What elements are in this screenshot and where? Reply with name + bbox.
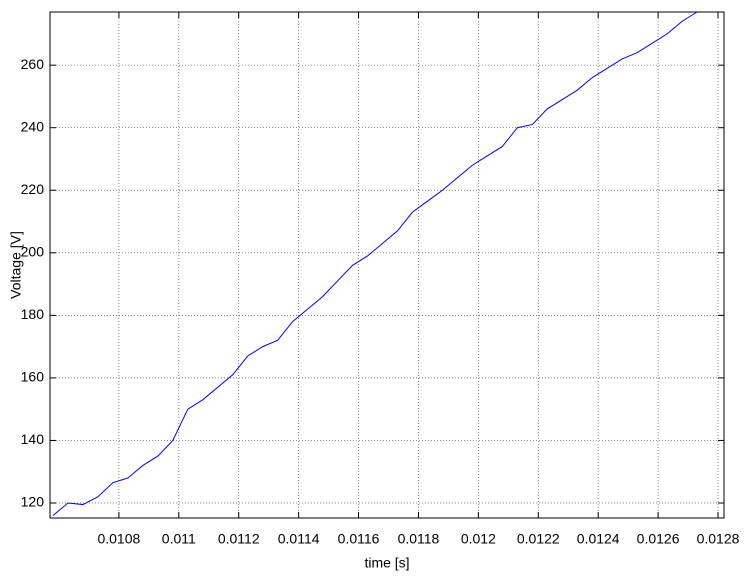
x-axis-label: time [s] — [364, 555, 409, 571]
x-tick-label: 0.0116 — [338, 531, 380, 547]
y-axis-label: Voltage [V] — [8, 231, 24, 299]
x-tick-label: 0.0118 — [398, 531, 440, 547]
x-tick-label: 0.011 — [162, 531, 196, 547]
x-tick-label: 0.0122 — [517, 531, 560, 547]
x-tick-label: 0.0126 — [637, 531, 680, 547]
y-tick-label: 240 — [21, 118, 45, 134]
y-tick-label: 260 — [21, 56, 45, 72]
y-tick-label: 220 — [21, 181, 45, 197]
x-tick-label: 0.0108 — [97, 531, 140, 547]
x-tick-label: 0.0114 — [278, 531, 320, 547]
y-tick-label: 140 — [21, 431, 45, 447]
x-tick-label: 0.0128 — [697, 531, 740, 547]
y-tick-label: 200 — [21, 244, 45, 260]
y-tick-label: 160 — [21, 369, 45, 385]
plot-area — [49, 11, 725, 519]
x-tick-label: 0.0112 — [218, 531, 260, 547]
x-tick-label: 0.0124 — [577, 531, 620, 547]
y-tick-label: 120 — [21, 494, 45, 510]
x-tick-label: 0.012 — [461, 531, 496, 547]
data-line — [52, 11, 698, 516]
y-tick-label: 180 — [21, 306, 45, 322]
